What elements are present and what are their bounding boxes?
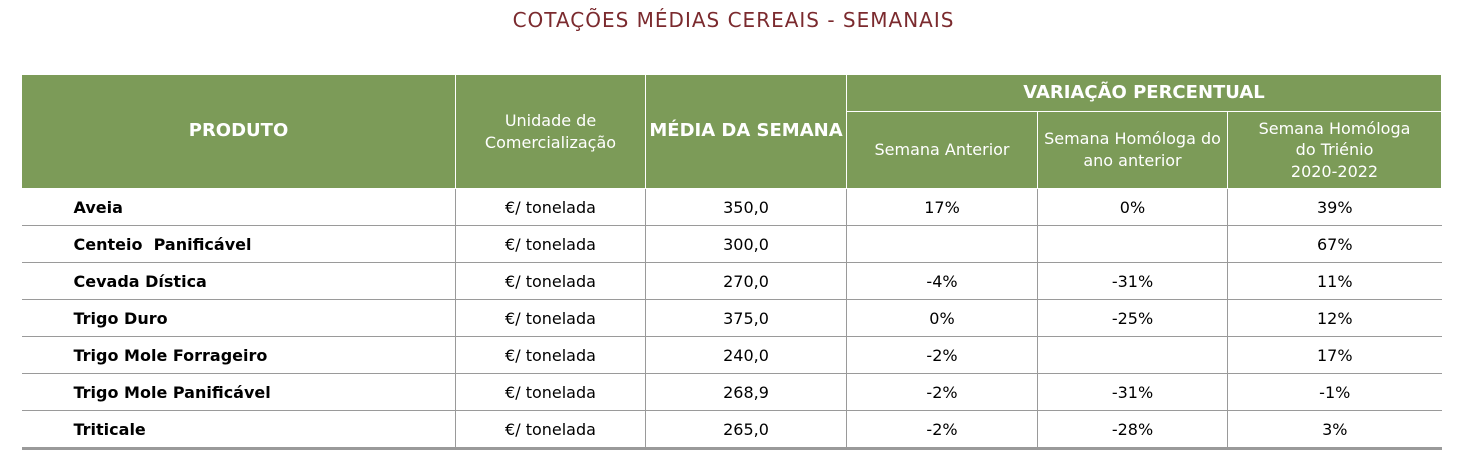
header-semana-anterior: Semana Anterior: [846, 111, 1038, 189]
cell-semana-anterior: 17%: [846, 188, 1038, 226]
table-row: Triticale €/ tonelada 265,0 -2% -28% 3%: [21, 410, 1442, 450]
table-row: Aveia €/ tonelada 350,0 17% 0% 39%: [21, 188, 1442, 226]
cell-homologa-trienio: -1%: [1226, 373, 1442, 411]
cell-media: 350,0: [645, 188, 847, 226]
cell-homologa-trienio: 11%: [1226, 262, 1442, 300]
cell-homologa-ano: -31%: [1037, 373, 1228, 411]
cell-semana-anterior: -4%: [846, 262, 1038, 300]
cell-homologa-ano: [1037, 336, 1228, 374]
cell-unidade: €/ tonelada: [455, 262, 646, 300]
table-row: Trigo Duro €/ tonelada 375,0 0% -25% 12%: [21, 299, 1442, 337]
cell-homologa-trienio: 3%: [1226, 410, 1442, 450]
cell-homologa-trienio: 17%: [1226, 336, 1442, 374]
cell-homologa-ano: [1037, 225, 1228, 263]
cell-semana-anterior: -2%: [846, 336, 1038, 374]
cell-homologa-ano: 0%: [1037, 188, 1228, 226]
cell-media: 265,0: [645, 410, 847, 450]
cell-homologa-trienio: 12%: [1226, 299, 1442, 337]
cell-homologa-trienio: 39%: [1226, 188, 1442, 226]
table-row: Trigo Mole Forrageiro €/ tonelada 240,0 …: [21, 336, 1442, 374]
cell-media: 375,0: [645, 299, 847, 337]
header-homologa-ano-anterior: Semana Homóloga do ano anterior: [1037, 111, 1228, 189]
table-row: Cevada Dística €/ tonelada 270,0 -4% -31…: [21, 262, 1442, 300]
cell-produto: Trigo Mole Forrageiro: [21, 336, 456, 374]
cell-homologa-ano: -25%: [1037, 299, 1228, 337]
table-row: Trigo Mole Panificável €/ tonelada 268,9…: [21, 373, 1442, 411]
table-row: Centeio Panificável €/ tonelada 300,0 67…: [21, 225, 1442, 263]
cell-semana-anterior: [846, 225, 1038, 263]
cell-semana-anterior: -2%: [846, 410, 1038, 450]
header-variacao-percentual: VARIAÇÃO PERCENTUAL: [845, 74, 1443, 112]
cell-unidade: €/ tonelada: [455, 188, 646, 226]
cell-unidade: €/ tonelada: [455, 225, 646, 263]
cell-unidade: €/ tonelada: [455, 410, 646, 450]
cell-media: 240,0: [645, 336, 847, 374]
cell-media: 268,9: [645, 373, 847, 411]
cell-unidade: €/ tonelada: [455, 299, 646, 337]
cell-semana-anterior: 0%: [846, 299, 1038, 337]
cell-semana-anterior: -2%: [846, 373, 1038, 411]
header-unidade: Unidade de Comercialização: [455, 74, 646, 189]
header-homologa-trienio-line1: Semana Homóloga: [1258, 118, 1411, 138]
header-homologa-trienio-line3: 2020-2022: [1290, 161, 1379, 181]
page-title: COTAÇÕES MÉDIAS CEREAIS - SEMANAIS: [512, 8, 955, 32]
cell-produto: Trigo Duro: [21, 299, 456, 337]
cereal-prices-table: PRODUTO Unidade de Comercialização MÉDIA…: [21, 74, 1443, 450]
cell-media: 270,0: [645, 262, 847, 300]
cell-produto: Triticale: [21, 410, 456, 450]
cell-produto: Centeio Panificável: [21, 225, 456, 263]
cell-unidade: €/ tonelada: [455, 373, 646, 411]
cell-media: 300,0: [645, 225, 847, 263]
cell-produto: Cevada Dística: [21, 262, 456, 300]
cell-homologa-ano: -28%: [1037, 410, 1228, 450]
cell-homologa-trienio: 67%: [1226, 225, 1442, 263]
header-homologa-trienio-line2: do Triénio: [1295, 140, 1374, 160]
cell-produto: Trigo Mole Panificável: [21, 373, 456, 411]
header-homologa-trienio: Semana Homóloga do Triénio 2020-2022: [1226, 111, 1443, 189]
cell-homologa-ano: -31%: [1037, 262, 1228, 300]
header-media-semana: MÉDIA DA SEMANA: [645, 74, 847, 189]
cell-unidade: €/ tonelada: [455, 336, 646, 374]
header-produto: PRODUTO: [21, 74, 456, 189]
cell-produto: Aveia: [21, 188, 456, 226]
